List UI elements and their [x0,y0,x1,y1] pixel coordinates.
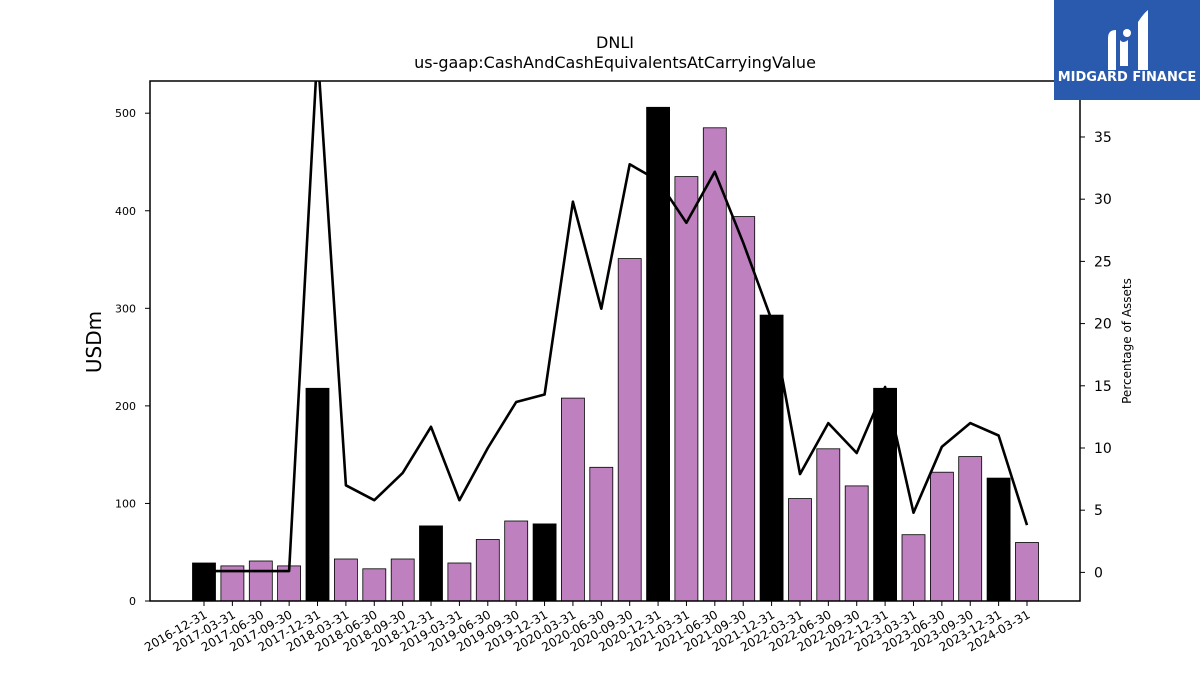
bar [617,258,642,602]
bar [1015,542,1039,602]
bar [958,456,983,602]
bar [362,568,387,602]
bars-layer [192,106,1039,602]
y-tick-label: 400 [115,205,136,218]
y2-tick-label: 20 [1094,317,1112,333]
bar [419,525,443,602]
plot-frame [149,80,1081,602]
chart-subtitle: us-gaap:CashAndCashEquivalentsAtCarrying… [414,53,816,72]
bar [504,520,529,602]
y2-tick-label: 10 [1094,441,1112,457]
y2-tick-label: 0 [1094,565,1103,581]
y-tick-label: 0 [129,595,136,608]
bar [532,523,557,602]
bar [589,466,614,602]
y2-tick-label: 15 [1094,379,1112,395]
y2-tick-label: 35 [1094,130,1112,146]
bar [248,560,273,602]
y-axis-label: USDm [82,311,106,373]
bar [930,471,954,602]
y2-tick-label: 25 [1094,254,1112,270]
y-tick-label: 500 [115,107,136,120]
bar [390,558,415,602]
chart-title: DNLI [596,33,634,52]
bar [901,534,926,602]
bar [192,562,216,602]
bar [475,539,500,602]
bar [816,448,841,602]
y2-tick-label: 30 [1094,192,1112,208]
y2-axis-label: Percentage of Assets [1120,278,1134,404]
logo-text: MIDGARD FINANCE [1058,70,1197,85]
y2-tick-label: 5 [1094,503,1103,519]
line-layer [204,81,1029,573]
logo: MIDGARD FINANCE [1054,0,1200,100]
y-tick-label: 200 [115,400,136,413]
bar [702,127,727,602]
bar [986,477,1011,602]
bar [731,216,756,602]
y-tick-label: 100 [115,497,136,510]
bar [844,485,869,602]
series-line [204,81,1029,573]
bar [447,562,472,602]
bar [333,558,358,602]
bar [788,498,812,602]
bar [674,176,699,602]
y-tick-label: 300 [115,302,136,315]
bar [305,387,330,602]
bar [561,397,585,602]
logo-mark-icon [1108,10,1148,70]
